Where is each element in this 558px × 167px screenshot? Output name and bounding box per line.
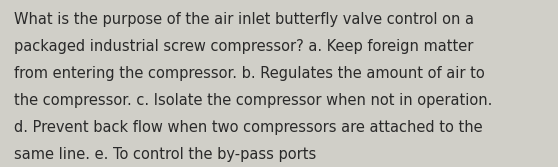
- Text: packaged industrial screw compressor? a. Keep foreign matter: packaged industrial screw compressor? a.…: [14, 39, 473, 54]
- Text: same line. e. To control the by-pass ports: same line. e. To control the by-pass por…: [14, 147, 316, 162]
- Text: the compressor. c. Isolate the compressor when not in operation.: the compressor. c. Isolate the compresso…: [14, 93, 492, 108]
- Text: from entering the compressor. b. Regulates the amount of air to: from entering the compressor. b. Regulat…: [14, 66, 485, 81]
- Text: What is the purpose of the air inlet butterfly valve control on a: What is the purpose of the air inlet but…: [14, 12, 474, 27]
- Text: d. Prevent back flow when two compressors are attached to the: d. Prevent back flow when two compressor…: [14, 120, 483, 135]
